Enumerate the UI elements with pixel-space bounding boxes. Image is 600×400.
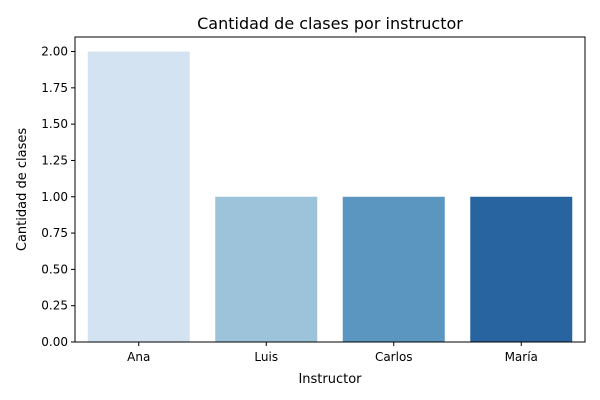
bars <box>87 51 573 343</box>
y-axis: 0.00 0.25 0.50 0.75 1.00 1.25 1.50 1.75 2.00 <box>41 45 75 349</box>
plot-frame <box>74 36 586 343</box>
bar <box>87 51 190 343</box>
y-tick-label: 0.75 <box>41 226 68 240</box>
y-axis-label: Cantidad de clases <box>15 128 30 251</box>
y-tick-label: 1.25 <box>41 153 68 167</box>
y-tick-label: 0.25 <box>41 299 68 313</box>
y-tick-label: 0.00 <box>41 335 68 349</box>
chart-title: Cantidad de clases por instructor <box>197 14 463 33</box>
y-tick-label: 1.50 <box>41 117 68 131</box>
y-tick-label: 2.00 <box>41 45 68 59</box>
x-tick-label: Carlos <box>375 350 413 364</box>
x-tick-label: Ana <box>127 350 150 364</box>
x-axis-label: Instructor <box>298 372 362 387</box>
bar <box>342 196 445 342</box>
y-tick-label: 0.50 <box>41 262 68 276</box>
x-axis: Ana Luis Carlos María <box>127 342 538 364</box>
y-tick-label: 1.75 <box>41 81 68 95</box>
y-tick-label: 1.00 <box>41 190 68 204</box>
x-tick-label: Luis <box>254 350 278 364</box>
bar <box>470 196 573 342</box>
bar <box>215 196 318 342</box>
x-tick-label: María <box>505 350 538 364</box>
